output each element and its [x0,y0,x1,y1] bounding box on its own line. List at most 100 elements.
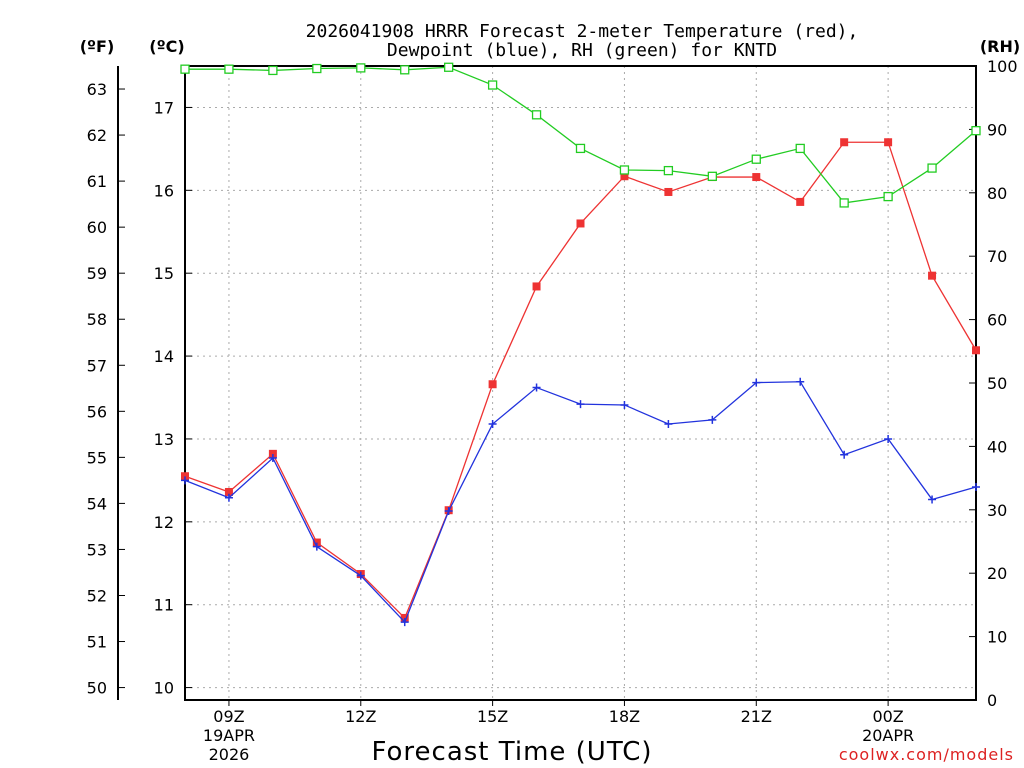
temperature-point [532,282,541,291]
fahrenheit-unit-label: (ºF) [80,37,115,56]
fahrenheit-tick-label: 59 [87,264,107,283]
rh-point [356,63,366,73]
celsius-tick-label: 12 [154,513,174,532]
fahrenheit-tick-label: 61 [87,172,107,191]
rh-point [312,63,322,74]
rh-tick-label: 60 [987,311,1007,330]
dewpoint-point [708,415,717,424]
rh-tick-label: 30 [987,501,1007,520]
rh-point [224,64,234,74]
rh-point [751,154,761,164]
x-tick-label: 00Z [872,707,903,726]
dewpoint-point [884,434,893,443]
rh-tick-label: 100 [987,57,1018,76]
temperature-point [752,173,761,182]
temperature-point [928,271,937,280]
rh-tick-label: 90 [987,120,1007,139]
rh-point [839,198,849,208]
temperature-point [268,449,277,458]
rh-point [575,143,586,154]
celsius-tick-label: 10 [154,679,174,698]
fahrenheit-tick-label: 50 [87,679,107,698]
temperature-point [972,346,980,355]
dewpoint-point [928,495,937,504]
fahrenheit-tick-label: 56 [87,402,107,421]
dewpoint-point [620,400,629,409]
temperature-point [400,613,409,622]
dewpoint-point [224,493,233,502]
credit-text: coolwx.com/models [839,745,1014,764]
rh-point [444,62,454,72]
rh-point [927,163,937,173]
chart-title-line1: 2026041908 HRRR Forecast 2-meter Tempera… [306,21,859,42]
rh-point [795,143,805,154]
dewpoint-point [972,483,980,492]
dewpoint-point [268,454,277,463]
temperature-point [312,538,321,547]
dewpoint-point [488,420,497,429]
fahrenheit-tick-label: 62 [87,126,107,145]
temperature-point [664,187,673,196]
fahrenheit-tick-label: 53 [87,540,107,559]
fahrenheit-tick-label: 52 [87,586,107,605]
rh-tick-label: 80 [987,184,1007,203]
x-axis-title: Forecast Time (UTC) [371,737,652,767]
rh-tick-label: 70 [987,247,1007,266]
temperature-point [181,472,189,481]
rh-point [883,191,893,202]
celsius-tick-label: 14 [154,347,174,366]
rh-point [707,171,717,181]
x-tick-label: 18Z [609,707,640,726]
temperature-point [224,487,233,496]
fahrenheit-tick-label: 63 [87,80,107,99]
dewpoint-point [796,377,805,386]
celsius-tick-label: 16 [154,181,174,200]
fahrenheit-tick-label: 60 [87,218,107,237]
chart-title-line2: Dewpoint (blue), RH (green) for KNTD [387,40,777,61]
rh-tick-label: 40 [987,437,1007,456]
fahrenheit-tick-label: 54 [87,494,107,513]
dewpoint-point [356,571,365,580]
temperature-point [796,197,805,206]
x-tick-year: 2026 [209,745,250,764]
x-tick-label: 15Z [477,707,508,726]
x-tick-label: 12Z [345,707,376,726]
rh-tick-label: 50 [987,374,1007,393]
gridlines [185,66,976,700]
rh-point [180,64,190,74]
fahrenheit-tick-label: 57 [87,356,107,375]
dewpoint-point [664,420,673,429]
temperature-point [840,138,849,147]
rh-tick-label: 10 [987,628,1007,647]
dewpoint-point [444,507,453,516]
dewpoint-point [532,383,541,392]
dewpoint-point [576,400,585,409]
celsius-tick-label: 17 [154,98,174,117]
rh-point [619,165,630,175]
fahrenheit-tick-label: 58 [87,310,107,329]
dewpoint-point [752,378,761,387]
celsius-tick-label: 11 [154,596,174,615]
celsius-tick-label: 13 [154,430,174,449]
celsius-unit-label: (ºC) [149,37,184,56]
rh-point [971,126,981,136]
fahrenheit-tick-label: 51 [87,633,107,652]
rh-point [663,165,674,176]
rh-tick-label: 0 [987,691,997,710]
rh-point [487,80,498,90]
dewpoint-point [840,450,849,459]
x-tick-date: 20APR [862,726,914,745]
temperature-point [576,219,585,228]
temperature-point [620,172,629,181]
temperature-point [488,380,497,389]
dewpoint-point [181,476,189,485]
celsius-tick-label: 15 [154,264,174,283]
dewpoint-point [400,618,409,627]
temperature-point [884,138,893,147]
rh-point [268,65,278,76]
x-tick-label: 21Z [741,707,772,726]
dewpoint-point [312,542,321,551]
x-tick-label: 09Z [213,707,244,726]
